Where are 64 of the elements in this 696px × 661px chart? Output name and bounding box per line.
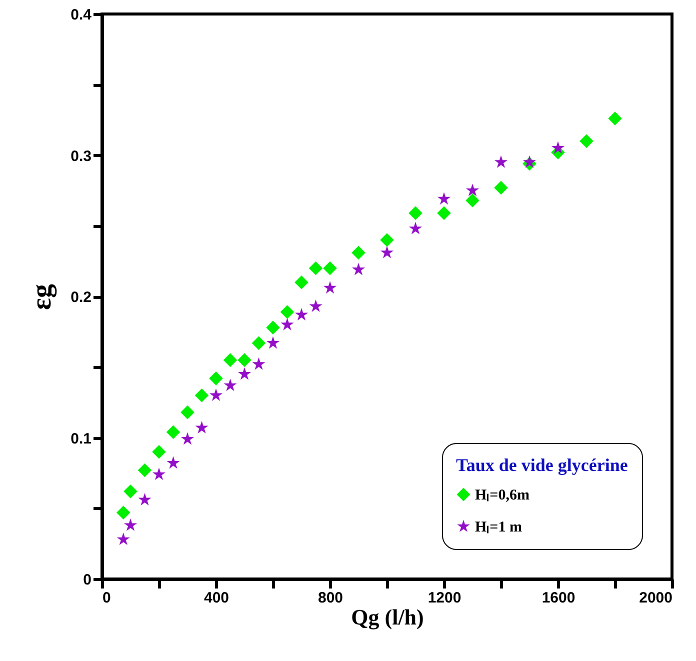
point <box>138 463 152 478</box>
point <box>352 262 366 276</box>
point <box>180 432 194 445</box>
point <box>166 456 180 469</box>
point <box>124 484 138 498</box>
point <box>195 420 208 434</box>
point <box>522 155 536 168</box>
point <box>408 222 422 234</box>
x-tick-label: 400 <box>204 590 230 606</box>
point <box>551 141 565 154</box>
point <box>209 372 223 386</box>
point <box>308 261 323 276</box>
point <box>152 468 166 480</box>
point <box>266 320 280 334</box>
y-axis-title: εg <box>26 284 58 310</box>
point <box>152 444 166 459</box>
point <box>124 518 138 531</box>
point <box>323 261 337 276</box>
y-tick-label: 0.2 <box>70 289 92 306</box>
y-tick-label: 0.1 <box>70 430 92 448</box>
x-tick-label: 2000 <box>639 590 672 606</box>
point <box>494 180 508 195</box>
point <box>238 353 252 367</box>
point <box>223 353 238 367</box>
legend-title: Taux de vide glycérine <box>456 455 628 475</box>
point <box>224 378 237 392</box>
point <box>309 299 322 312</box>
legend-label: Hₗ=0,6m <box>475 488 530 504</box>
y-tick-label: 0.3 <box>70 148 92 165</box>
point <box>466 194 480 208</box>
point <box>437 206 451 220</box>
point <box>116 532 130 546</box>
point <box>116 506 130 520</box>
point <box>209 388 223 401</box>
point <box>352 246 366 260</box>
y-tick-label: 0.4 <box>70 6 92 24</box>
point <box>608 112 622 126</box>
point <box>466 184 480 196</box>
point <box>166 425 180 439</box>
point <box>408 206 422 220</box>
point <box>380 233 394 247</box>
x-tick-label: 1600 <box>542 590 576 606</box>
point <box>494 155 508 168</box>
point <box>580 134 594 148</box>
point <box>194 388 209 402</box>
point <box>294 308 308 320</box>
point <box>266 336 280 349</box>
point <box>180 405 194 420</box>
x-axis-title: Qg (l/h) <box>351 604 424 630</box>
x-tick-label: 1200 <box>428 590 462 606</box>
point <box>323 281 337 294</box>
legend-label: Hₗ=1 m <box>475 520 522 536</box>
x-tick-label: 800 <box>318 590 344 606</box>
point <box>380 246 394 258</box>
point <box>437 192 451 205</box>
point <box>280 318 294 330</box>
point <box>238 367 252 380</box>
point <box>138 493 152 506</box>
x-tick-label: 0 <box>102 590 111 606</box>
point <box>294 275 308 290</box>
point <box>280 305 294 319</box>
y-tick-label: 0 <box>83 572 92 588</box>
point <box>252 336 266 350</box>
point <box>252 357 266 370</box>
